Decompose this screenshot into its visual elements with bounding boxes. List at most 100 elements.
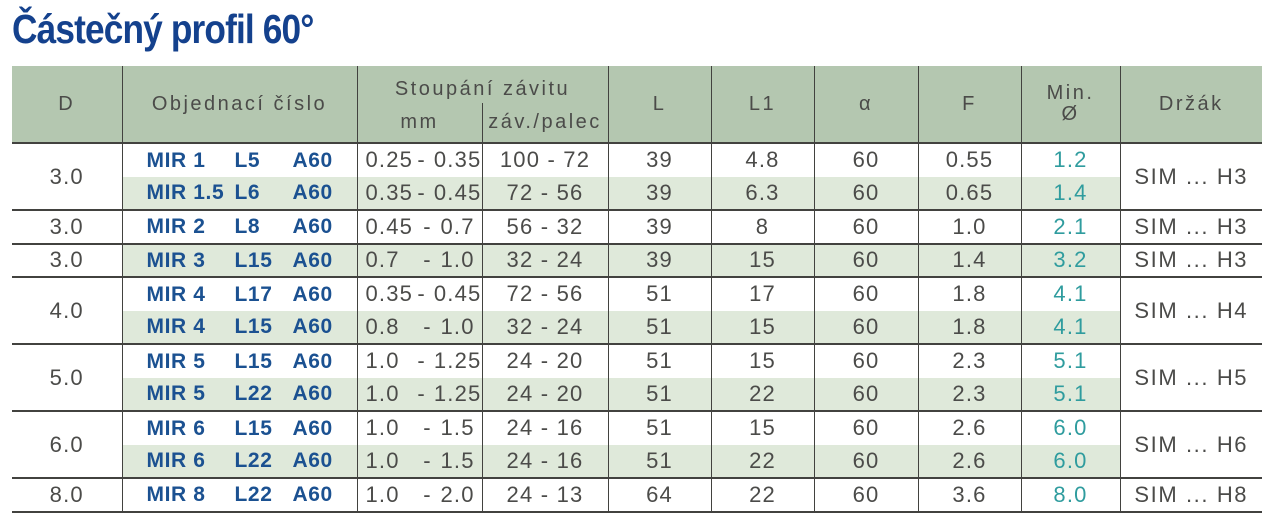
table-row: 4.0 MIR 4 L17 A60 0.35 - 0.45 72 - 56 51… xyxy=(12,276,1262,344)
min-diameter-value: 1.2 xyxy=(1021,142,1121,177)
header-min-label: Min. xyxy=(1046,82,1095,104)
header-row-1: D Objednací číslo Stoupání závitu L L1 α… xyxy=(12,66,1262,144)
f-value: 2.3 xyxy=(918,377,1022,411)
order-part-model: MIR 4 xyxy=(146,315,206,339)
l-value: 39 xyxy=(608,209,712,244)
pitch-mm-from: 1.0 xyxy=(365,415,400,441)
pitch-mm-to: 1.5 xyxy=(440,415,475,441)
l1-value: 4.8 xyxy=(711,142,815,177)
min-diameter-value: 6.0 xyxy=(1021,444,1121,478)
f-value: 1.0 xyxy=(918,209,1022,244)
pitch-tpi-range: 32 - 24 xyxy=(482,310,609,344)
min-diameter-value: 2.1 xyxy=(1021,209,1121,244)
header-pitch-mm: mm xyxy=(357,103,483,144)
l-value: 51 xyxy=(608,377,712,411)
pitch-mm-range: 1.0 - 2.0 xyxy=(357,477,483,512)
holder-value: SIM ... H4 xyxy=(1120,276,1262,344)
header-row-2: mm záv./palec xyxy=(12,103,1262,144)
alpha-value: 60 xyxy=(814,176,919,210)
range-dash: - xyxy=(423,447,432,473)
order-part-model: MIR 2 xyxy=(146,215,206,239)
table-row: 5.0 MIR 5 L15 A60 1.0 - 1.25 24 - 20 51 … xyxy=(12,343,1262,411)
l1-value: 22 xyxy=(711,377,815,411)
pitch-tpi-range: 24 - 16 xyxy=(482,410,609,445)
pitch-mm-from: 0.35 xyxy=(365,281,414,307)
holder-value: SIM ... H8 xyxy=(1120,477,1262,512)
order-part-angle: A60 xyxy=(292,248,333,272)
order-part-model: MIR 5 xyxy=(146,382,206,406)
alpha-value: 60 xyxy=(814,310,919,344)
l-value: 64 xyxy=(608,477,712,512)
f-value: 0.55 xyxy=(918,142,1022,177)
holder-value: SIM ... H6 xyxy=(1120,410,1262,478)
pitch-mm-to: 0.45 xyxy=(433,281,482,307)
pitch-mm-from: 0.25 xyxy=(365,147,414,173)
alpha-value: 60 xyxy=(814,343,919,378)
f-value: 0.65 xyxy=(918,176,1022,210)
holder-value: SIM ... H3 xyxy=(1120,242,1262,277)
order-part-length: L15 xyxy=(234,416,273,440)
table-row: MIR 1.5 L6 A60 0.35 - 0.45 72 - 56 39 6.… xyxy=(12,176,1262,210)
pitch-mm-range: 0.35 - 0.45 xyxy=(357,276,483,311)
table-row: MIR 4 L15 A60 0.8 - 1.0 32 - 24 51 15 60… xyxy=(12,310,1262,344)
pitch-tpi-range: 24 - 20 xyxy=(482,343,609,378)
order-part-model: MIR 6 xyxy=(146,416,206,440)
range-dash: - xyxy=(417,179,426,205)
order-part-length: L17 xyxy=(234,282,273,306)
order-part-angle: A60 xyxy=(292,181,333,205)
f-value: 1.8 xyxy=(918,310,1022,344)
range-dash: - xyxy=(417,380,426,406)
order-part-angle: A60 xyxy=(292,416,333,440)
pitch-mm-to: 1.0 xyxy=(440,247,475,273)
f-value: 1.4 xyxy=(918,242,1022,277)
pitch-mm-to: 1.25 xyxy=(433,380,482,406)
holder-value: SIM ... H3 xyxy=(1120,142,1262,210)
d-value: 6.0 xyxy=(12,410,123,478)
range-dash: - xyxy=(417,348,426,374)
pitch-tpi-range: 32 - 24 xyxy=(482,242,609,277)
pitch-mm-range: 1.0 - 1.25 xyxy=(357,377,483,411)
order-number: MIR 6 L22 A60 xyxy=(122,444,358,478)
pitch-mm-from: 0.7 xyxy=(365,247,400,273)
pitch-mm-to: 0.35 xyxy=(433,147,482,173)
pitch-mm-range: 1.0 - 1.5 xyxy=(357,410,483,445)
order-part-length: L15 xyxy=(234,248,273,272)
range-dash: - xyxy=(423,481,432,507)
range-dash: - xyxy=(423,415,432,441)
range-dash: - xyxy=(417,147,426,173)
l-value: 39 xyxy=(608,242,712,277)
pitch-tpi-range: 72 - 56 xyxy=(482,176,609,210)
pitch-mm-to: 1.5 xyxy=(440,447,475,473)
header-f: F xyxy=(918,66,1022,144)
pitch-mm-from: 0.45 xyxy=(365,213,414,239)
min-diameter-value: 8.0 xyxy=(1021,477,1121,512)
table-row: MIR 5 L22 A60 1.0 - 1.25 24 - 20 51 22 6… xyxy=(12,377,1262,411)
order-part-model: MIR 4 xyxy=(146,282,206,306)
range-dash: - xyxy=(423,213,432,239)
range-dash: - xyxy=(423,247,432,273)
pitch-mm-range: 0.25 - 0.35 xyxy=(357,142,483,177)
pitch-tpi-range: 100 - 72 xyxy=(482,142,609,177)
pitch-mm-range: 0.8 - 1.0 xyxy=(357,310,483,344)
l1-value: 6.3 xyxy=(711,176,815,210)
order-part-angle: A60 xyxy=(292,282,333,306)
order-part-model: MIR 8 xyxy=(146,483,206,507)
alpha-value: 60 xyxy=(814,242,919,277)
order-number: MIR 4 L17 A60 xyxy=(122,276,358,311)
l1-value: 15 xyxy=(711,310,815,344)
header-alpha: α xyxy=(814,66,919,144)
order-number: MIR 4 L15 A60 xyxy=(122,310,358,344)
alpha-value: 60 xyxy=(814,410,919,445)
d-value: 8.0 xyxy=(12,477,123,512)
order-part-model: MIR 6 xyxy=(146,449,206,473)
order-part-angle: A60 xyxy=(292,449,333,473)
min-diameter-value: 1.4 xyxy=(1021,176,1121,210)
diameter-symbol: Ø xyxy=(1061,103,1080,125)
range-dash: - xyxy=(423,313,432,339)
alpha-value: 60 xyxy=(814,142,919,177)
pitch-mm-range: 1.0 - 1.5 xyxy=(357,444,483,478)
order-part-model: MIR 1 xyxy=(146,148,206,172)
d-value: 3.0 xyxy=(12,242,123,277)
table-row: 6.0 MIR 6 L15 A60 1.0 - 1.5 24 - 16 51 1… xyxy=(12,410,1262,478)
